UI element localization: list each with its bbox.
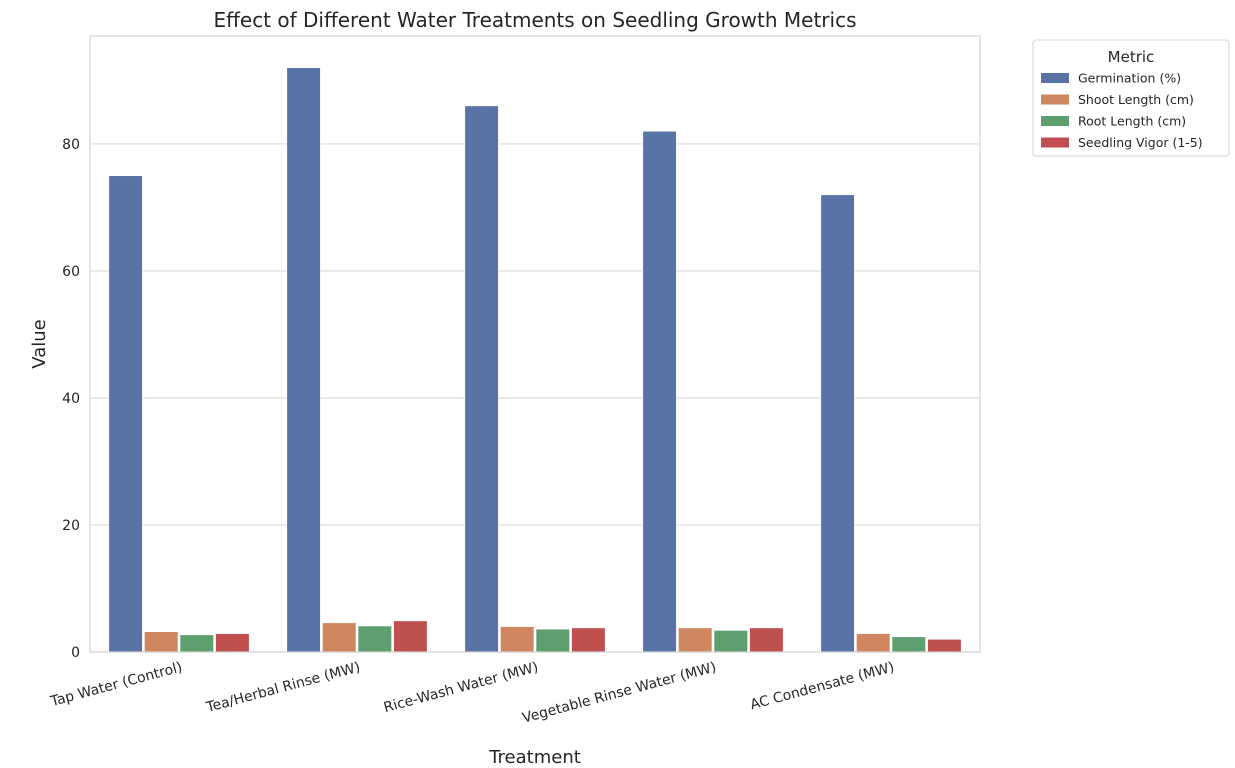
legend-box <box>1032 39 1230 157</box>
bar <box>856 633 891 653</box>
bar <box>927 638 962 653</box>
legend-label: Seedling Vigor (1-5) <box>1078 135 1203 150</box>
bars <box>108 67 962 653</box>
bar <box>179 634 214 653</box>
bar <box>322 622 357 653</box>
legend-title: Metric <box>1108 48 1155 66</box>
legend-items: Germination (%) Shoot Length (cm) Root Len… <box>1041 71 1203 150</box>
bar <box>464 105 499 653</box>
bar <box>286 67 321 653</box>
bar <box>393 620 428 653</box>
bar <box>713 630 748 653</box>
legend-swatch <box>1041 94 1069 105</box>
x-tick-label: AC Condensate (MW) <box>749 659 897 713</box>
legend-label: Shoot Length (cm) <box>1078 92 1194 107</box>
x-tick-label: Tea/Herbal Rinse (MW) <box>204 659 362 716</box>
legend-label: Root Length (cm) <box>1078 114 1186 129</box>
bar <box>144 631 179 653</box>
y-tick-label: 20 <box>62 518 80 534</box>
bar <box>108 175 143 653</box>
legend-label: Germination (%) <box>1078 71 1181 86</box>
legend-swatch <box>1041 116 1069 126</box>
bar <box>820 194 855 653</box>
chart-title: Effect of Different Water Treatments on … <box>213 8 856 32</box>
y-axis-label: Value <box>29 319 50 368</box>
y-tick-label: 0 <box>71 645 80 661</box>
bar <box>749 627 784 653</box>
x-tick-label: Tap Water (Control) <box>48 659 184 710</box>
x-tick-label: Rice-Wash Water (MW) <box>382 659 540 716</box>
bar <box>535 628 570 653</box>
bar <box>642 130 677 653</box>
plot-frame <box>89 35 981 653</box>
bar <box>891 636 926 653</box>
y-tick-label: 40 <box>62 391 80 407</box>
bar <box>571 627 606 653</box>
legend-swatch <box>1041 73 1069 83</box>
y-ticks: 0 20 40 60 80 <box>62 137 80 661</box>
bar <box>500 626 535 653</box>
x-axis-label: Treatment <box>488 747 581 768</box>
y-tick-label: 60 <box>62 264 80 280</box>
y-tick-label: 80 <box>62 137 80 153</box>
bar <box>357 625 392 653</box>
bar <box>215 633 250 653</box>
legend-swatch <box>1041 137 1069 148</box>
legend: Metric Germination (%) Shoot Length (cm) R… <box>1032 39 1230 157</box>
x-ticks: Tap Water (Control) Tea/Herbal Rinse (MW)… <box>48 659 896 726</box>
bar <box>678 627 713 653</box>
x-tick-label: Vegetable Rinse Water (MW) <box>521 659 718 726</box>
